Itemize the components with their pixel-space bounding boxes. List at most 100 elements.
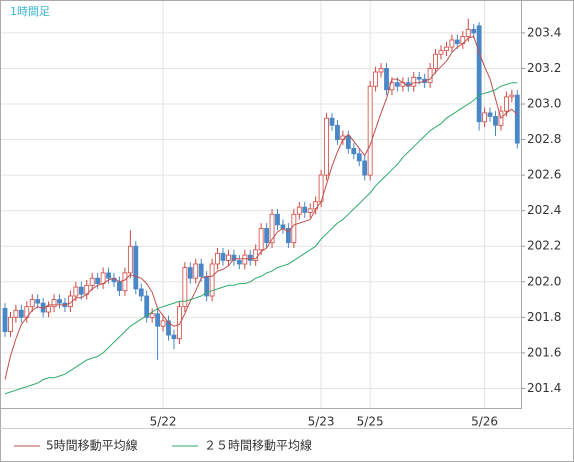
candle-body [166,320,171,336]
candle-body [362,160,368,176]
x-tick-label: 5/23 [308,415,335,429]
candle-body [198,263,204,277]
legend-label: 5時間移動平均線 [46,438,138,453]
candle-body [335,124,340,140]
candle-body [187,267,193,279]
candle-body [122,272,128,292]
y-tick-label: 201.6 [527,345,561,359]
candle-body [449,39,455,48]
candle-body [106,272,111,279]
candle-body [482,112,488,123]
candle-body [503,96,509,112]
x-tick-label: 5/26 [471,415,498,429]
candle-body [307,208,313,213]
candle-body [509,94,515,98]
candle-body [394,82,400,87]
candle-body [215,252,220,265]
candle-body [226,254,231,261]
moving-average-line [4,82,518,395]
candle-body [95,277,101,284]
candle-body [296,206,302,215]
candle-body [324,117,329,176]
candle-body [176,306,182,340]
y-tick-label: 203.4 [527,25,561,39]
candle-body [465,28,471,37]
candle-body [13,309,19,318]
candle-body [411,76,417,87]
candle-body [433,53,438,69]
candle-body [209,263,215,297]
candle-body [378,68,384,73]
candle-body [155,313,161,327]
candle-body [291,213,297,244]
y-tick-label: 203.2 [527,61,561,75]
candle-body [144,295,150,318]
candle-body [2,308,8,332]
candle-body [302,206,308,213]
candle-body [373,71,379,87]
candle-body [438,50,444,55]
candle-body [89,277,95,286]
candle-body [220,252,226,261]
candle-body [182,267,188,308]
candle-body [285,228,291,244]
y-tick-label: 202.8 [527,132,561,146]
candle-body [29,299,35,308]
candle-body [193,263,199,279]
candle-body [171,334,177,340]
legend-label: ２５時間移動平均線 [204,438,312,453]
candle-body [269,213,275,244]
candle-body [73,286,79,297]
candle-body [356,153,362,162]
candle-body [100,272,106,284]
candle-body [345,135,351,149]
candle-body [416,76,422,80]
candle-body [253,249,259,261]
candle-body [18,309,24,318]
candle-body [46,306,51,313]
y-tick-label: 202.4 [527,203,561,217]
candle-body [160,320,166,327]
candle-body [242,254,248,265]
candle-body [471,28,477,34]
candle-body [133,245,139,290]
x-tick-label: 5/22 [150,415,177,429]
candle-body [514,94,520,144]
y-tick-label: 202.0 [527,274,561,288]
y-tick-label: 201.8 [527,310,561,324]
candle-body [454,39,460,44]
candle-body [127,245,133,274]
candle-body [138,288,144,297]
candle-body [236,260,242,265]
y-tick-label: 202.2 [527,239,561,253]
x-tick-label: 5/25 [357,415,384,429]
chart-title: 1時間足 [10,5,50,18]
candle-body [329,117,335,126]
y-tick-label: 201.4 [527,381,561,395]
candle-body [35,299,41,304]
candle-body [493,116,498,126]
candle-body [487,112,493,117]
candle-body [8,316,13,332]
y-tick-label: 202.6 [527,168,561,182]
candle-body [231,254,237,261]
candle-body [351,148,357,155]
candle-body [476,25,482,123]
candle-body [78,286,84,295]
moving-average-line [4,35,518,380]
candle-body [258,228,264,251]
candle-body [367,85,373,176]
candle-body [384,68,389,91]
candle-body [264,228,270,244]
candle-body [427,68,433,84]
plot-frame [0,0,522,409]
candle-body [275,213,280,226]
candle-body [117,281,122,292]
candle-body [51,299,57,308]
candle-body [57,299,62,304]
candle-body [247,254,253,261]
y-tick-label: 203.0 [527,97,561,111]
candle-body [444,46,449,52]
